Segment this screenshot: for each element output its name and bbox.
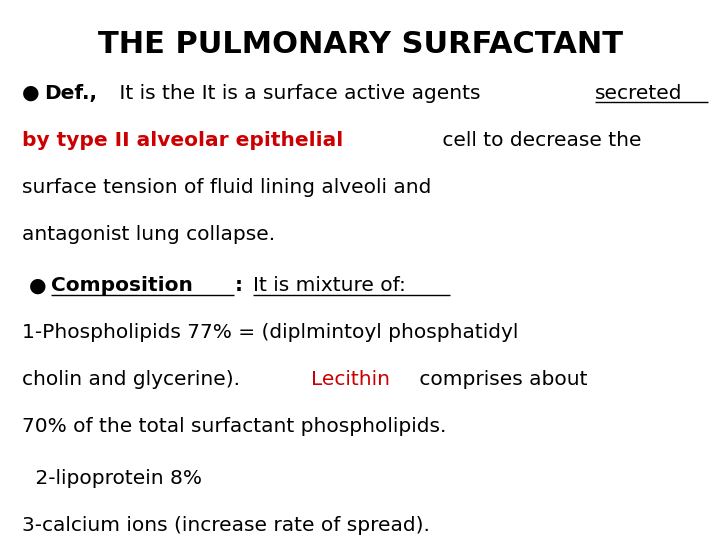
Text: Composition: Composition [51, 276, 193, 295]
Text: ●: ● [29, 276, 46, 295]
Text: 2-lipoprotein 8%: 2-lipoprotein 8% [29, 469, 202, 488]
Text: THE PULMONARY SURFACTANT: THE PULMONARY SURFACTANT [97, 30, 623, 59]
Text: by type II alveolar epithelial: by type II alveolar epithelial [22, 131, 343, 150]
Text: 3-calcium ions (increase rate of spread).: 3-calcium ions (increase rate of spread)… [22, 516, 429, 535]
Text: :: : [235, 276, 243, 295]
Text: 70% of the total surfactant phospholipids.: 70% of the total surfactant phospholipid… [22, 417, 446, 436]
Text: comprises about: comprises about [413, 370, 588, 389]
Text: cholin and glycerine).: cholin and glycerine). [22, 370, 246, 389]
Text: It is mixture of:: It is mixture of: [253, 276, 406, 295]
Text: cell to decrease the: cell to decrease the [436, 131, 642, 150]
Text: Def.,: Def., [44, 84, 97, 103]
Text: surface tension of fluid lining alveoli and: surface tension of fluid lining alveoli … [22, 178, 431, 197]
Text: ●: ● [22, 84, 39, 103]
Text: 1-Phospholipids 77% = (diplmintoyl phosphatidyl: 1-Phospholipids 77% = (diplmintoyl phosp… [22, 323, 518, 342]
Text: It is the It is a surface active agents: It is the It is a surface active agents [112, 84, 487, 103]
Text: antagonist lung collapse.: antagonist lung collapse. [22, 225, 275, 244]
Text: secreted: secreted [595, 84, 683, 103]
Text: Lecithin: Lecithin [311, 370, 390, 389]
